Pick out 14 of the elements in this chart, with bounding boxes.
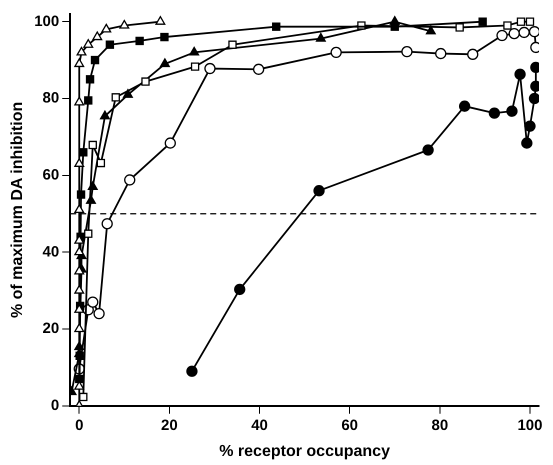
x-tick-label: 60 — [341, 416, 358, 434]
y-tick-label: 80 — [42, 90, 60, 107]
x-tick-label: 0 — [75, 416, 84, 434]
x-tick-label: 20 — [161, 416, 178, 434]
y-tick-label: 60 — [42, 166, 60, 184]
x-tick-label: 100 — [517, 416, 542, 434]
x-axis-title: % receptor occupancy — [219, 442, 390, 460]
y-tick-label: 100 — [34, 12, 60, 30]
x-tick-label: 40 — [251, 416, 268, 434]
y-tick-label: 20 — [42, 320, 60, 338]
y-tick-label: 40 — [42, 243, 60, 260]
y-tick-label: 0 — [50, 396, 60, 414]
x-tick-label: 80 — [431, 416, 448, 434]
y-axis-title: % of maximum DA inhibition — [9, 102, 26, 318]
